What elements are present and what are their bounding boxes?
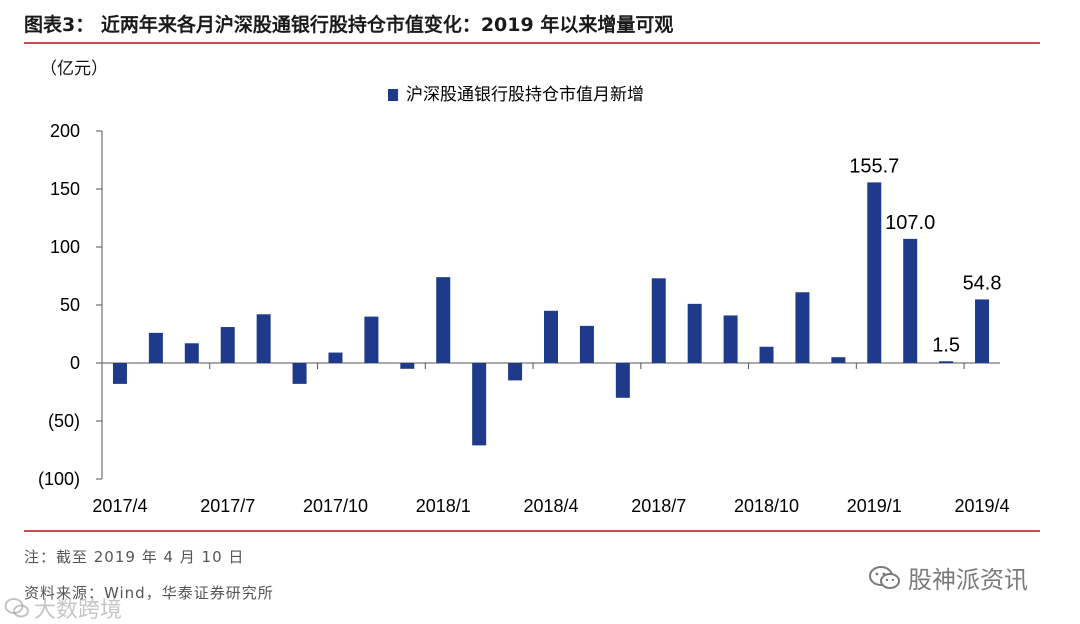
watermark-right-text: 股神派资讯 (908, 566, 1028, 594)
footnote: 注：截至 2019 年 4 月 10 日 (24, 548, 245, 566)
figure-title: 图表3： 近两年来各月沪深股通银行股持仓市值变化：2019 年以来增量可观 (24, 14, 674, 36)
bar (508, 363, 523, 381)
bar (831, 357, 846, 363)
bar (939, 361, 954, 363)
bar (112, 363, 127, 384)
bar (687, 303, 702, 363)
bar (364, 316, 379, 363)
x-tick-label: 2017/4 (92, 496, 147, 516)
x-tick-label: 2018/1 (416, 496, 471, 516)
bar (400, 363, 415, 369)
bar (651, 278, 666, 363)
bar (220, 327, 235, 363)
bar (759, 346, 774, 363)
bar (292, 363, 307, 384)
watermark-left: 大数跨境 (4, 592, 122, 624)
bar (975, 299, 990, 363)
legend-swatch (388, 89, 398, 101)
bar (436, 277, 451, 363)
x-tick-label: 2019/1 (847, 496, 902, 516)
footer-divider (24, 530, 1040, 532)
data-label: 155.7 (849, 155, 899, 177)
source-note: 资料来源：Wind，华泰证券研究所 (24, 584, 274, 602)
wechat-icon (4, 598, 29, 618)
y-tick-label: 0 (70, 353, 80, 373)
bar (795, 292, 810, 363)
data-label: 54.8 (963, 272, 1002, 294)
wechat-icon (869, 565, 900, 589)
x-tick-label: 2019/4 (955, 496, 1010, 516)
legend-label: 沪深股通银行股持仓市值月新增 (406, 85, 644, 105)
bar (148, 332, 163, 363)
x-tick-label: 2017/7 (200, 496, 255, 516)
y-tick-label: 100 (50, 237, 80, 257)
bar (472, 363, 487, 446)
bar (903, 238, 918, 363)
bar (256, 314, 271, 363)
bar (328, 352, 343, 363)
y-tick-label: 200 (50, 121, 80, 141)
bar (867, 182, 882, 363)
x-tick-label: 2018/10 (734, 496, 799, 516)
x-tick-label: 2018/4 (523, 496, 578, 516)
data-label: 1.5 (932, 334, 960, 356)
data-label: 107.0 (885, 212, 935, 234)
watermark-right: 股神派资讯 (868, 560, 1028, 595)
y-tick-label: (100) (38, 469, 80, 489)
y-tick-label: 150 (50, 179, 80, 199)
bar (723, 315, 738, 363)
y-unit-label: （亿元） (40, 59, 108, 79)
y-tick-label: 50 (60, 295, 80, 315)
bar-chart: 200 150 100 50 0 (50) (100) 155.7 107.0 1.5 54.8 20… (38, 85, 1010, 516)
bar (544, 310, 558, 363)
bar (579, 325, 594, 363)
x-tick-label: 2017/10 (303, 496, 368, 516)
title-divider (24, 42, 1040, 44)
bar (184, 343, 199, 363)
bar (615, 363, 630, 398)
x-tick-label: 2018/7 (631, 496, 686, 516)
watermark-left-text: 大数跨境 (34, 598, 123, 623)
y-tick-label: (50) (48, 411, 80, 431)
